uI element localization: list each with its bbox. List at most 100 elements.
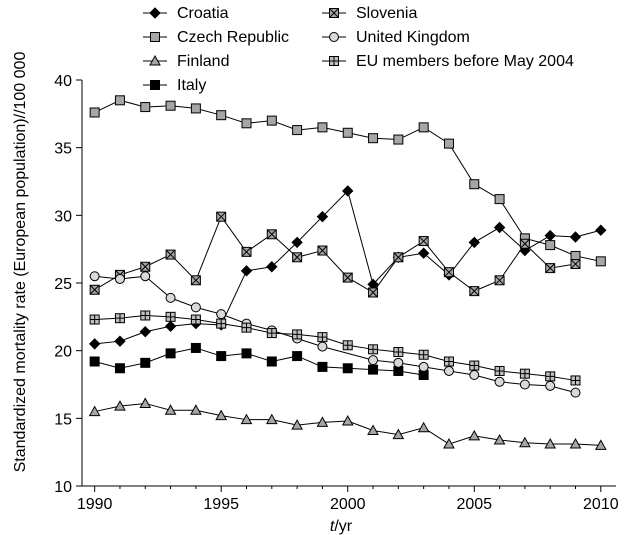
y-tick-label: 30 (54, 208, 72, 225)
data-point-finland (215, 409, 228, 421)
data-point-finland (493, 433, 506, 445)
data-point-italy (342, 363, 353, 374)
y-axis-label: Standardized mortality rate (European po… (12, 52, 29, 473)
data-point-czech-republic (292, 125, 303, 136)
data-point-croatia (316, 210, 329, 223)
x-tick-label: 2000 (330, 496, 366, 513)
legend-marker-italy (150, 80, 160, 90)
data-point-croatia (240, 265, 253, 277)
x-tick-label: 1990 (77, 496, 113, 513)
series-eu-members-before-may-2004 (89, 310, 581, 386)
data-point-united-kingdom (469, 370, 480, 381)
data-point-finland (519, 436, 531, 448)
data-point-slovenia (494, 275, 505, 286)
data-point-slovenia (418, 236, 429, 247)
data-point-slovenia (342, 272, 353, 283)
data-point-finland (443, 438, 455, 449)
data-point-italy (114, 363, 125, 374)
data-point-finland (291, 419, 303, 430)
legend-item-italy: Italy (143, 77, 206, 94)
data-point-united-kingdom (216, 309, 227, 320)
data-point-eu-members-before-may-2004 (393, 347, 404, 358)
y-tick-label: 35 (54, 141, 72, 158)
data-point-italy (292, 351, 303, 362)
data-point-eu-members-before-may-2004 (368, 344, 379, 355)
series-slovenia (89, 211, 581, 298)
data-point-eu-members-before-may-2004 (165, 311, 176, 322)
data-point-eu-members-before-may-2004 (570, 375, 581, 386)
legend-item-croatia: Croatia (143, 5, 229, 22)
data-point-croatia (468, 236, 480, 249)
data-point-slovenia (190, 275, 201, 286)
data-point-czech-republic (469, 179, 480, 190)
data-point-italy (368, 364, 379, 375)
legend-label-czech-republic: Czech Republic (177, 29, 289, 46)
data-point-croatia (266, 261, 278, 273)
data-point-united-kingdom (570, 387, 581, 398)
data-point-czech-republic (418, 122, 429, 133)
x-tick-label: 2005 (456, 496, 492, 513)
data-point-finland (468, 429, 481, 441)
legend-marker-eu-members-before-may-2004 (329, 56, 339, 66)
legend-label-slovenia: Slovenia (356, 5, 417, 22)
data-point-united-kingdom (519, 379, 530, 390)
data-point-slovenia (443, 267, 454, 278)
data-point-eu-members-before-may-2004 (266, 328, 277, 339)
data-point-eu-members-before-may-2004 (342, 340, 353, 351)
series-czech-republic (89, 95, 606, 267)
data-point-united-kingdom (443, 365, 454, 376)
data-point-slovenia (469, 286, 480, 297)
legend-label-eu-members-before-may-2004: EU members before May 2004 (356, 53, 574, 70)
data-point-eu-members-before-may-2004 (519, 368, 530, 379)
data-point-czech-republic (165, 100, 176, 111)
legend-marker-slovenia (329, 8, 339, 18)
data-point-eu-members-before-may-2004 (190, 314, 201, 325)
legend: Croatia Czech Republic Finland Italy Sloveni… (143, 5, 574, 94)
data-point-czech-republic (216, 110, 227, 121)
data-point-united-kingdom (190, 302, 201, 313)
x-tick-label: 1995 (203, 496, 239, 513)
data-point-eu-members-before-may-2004 (89, 314, 100, 325)
data-point-united-kingdom (165, 292, 176, 303)
y-tick-label: 15 (54, 411, 72, 428)
data-point-czech-republic (266, 115, 277, 126)
data-point-united-kingdom (393, 357, 404, 368)
series-layer (88, 95, 607, 450)
data-point-united-kingdom (114, 273, 125, 284)
data-point-united-kingdom (317, 341, 328, 352)
data-point-united-kingdom (368, 355, 379, 366)
legend-item-slovenia: Slovenia (322, 5, 417, 22)
data-point-czech-republic (368, 133, 379, 144)
data-point-slovenia (393, 252, 404, 263)
data-point-croatia (164, 320, 177, 333)
data-point-czech-republic (443, 138, 454, 149)
data-point-slovenia (368, 287, 379, 298)
data-point-finland (594, 439, 607, 450)
data-point-united-kingdom (418, 361, 429, 372)
data-point-eu-members-before-may-2004 (140, 310, 151, 321)
legend-item-finland: Finland (143, 53, 229, 70)
data-point-italy (317, 361, 328, 372)
data-point-eu-members-before-may-2004 (545, 371, 556, 382)
legend-label-finland: Finland (177, 53, 229, 70)
data-point-finland (341, 415, 354, 426)
x-axis-label-italic: t (330, 518, 335, 535)
data-point-slovenia (292, 252, 303, 263)
data-point-croatia (493, 221, 506, 234)
data-point-finland (417, 421, 430, 433)
data-point-czech-republic (494, 194, 505, 205)
data-point-finland (569, 438, 582, 449)
legend-item-czech-republic: Czech Republic (143, 29, 289, 46)
legend-label-italy: Italy (177, 77, 206, 94)
data-point-eu-members-before-may-2004 (317, 332, 328, 343)
legend-label-united-kingdom: United Kingdom (356, 29, 470, 46)
data-point-slovenia (241, 246, 252, 257)
x-tick-label: 2010 (583, 496, 619, 513)
legend-marker-united-kingdom (329, 32, 339, 42)
data-point-finland (316, 416, 329, 427)
data-point-eu-members-before-may-2004 (418, 349, 429, 360)
data-point-czech-republic (89, 107, 100, 118)
data-point-eu-members-before-may-2004 (469, 360, 480, 371)
